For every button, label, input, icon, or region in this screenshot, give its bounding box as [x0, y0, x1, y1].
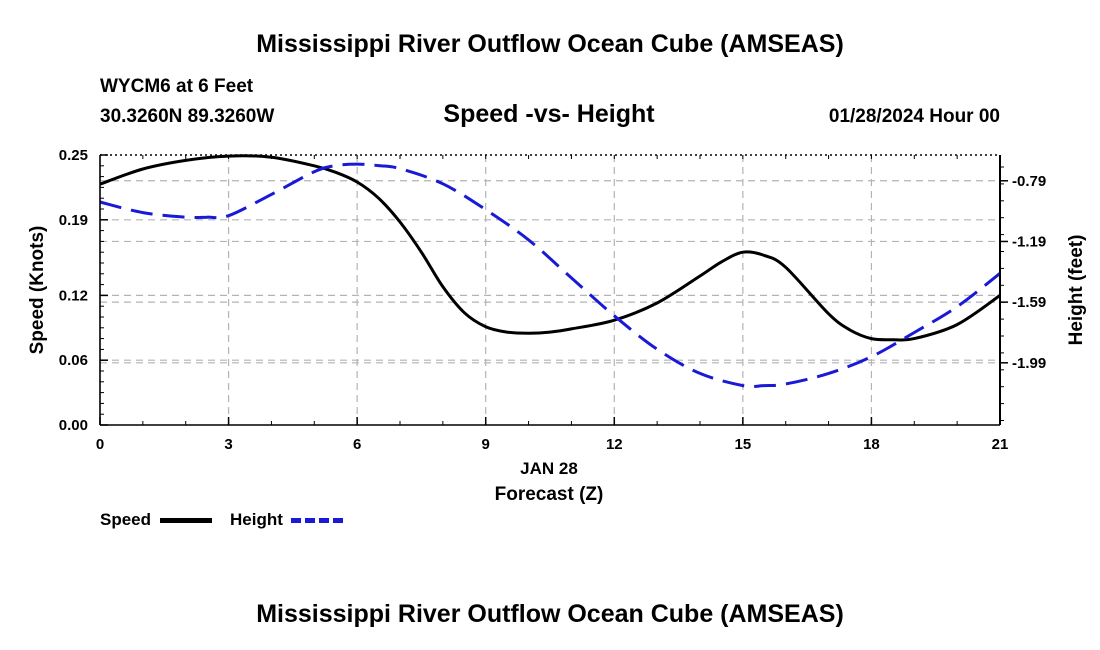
- x-tick-label: 0: [96, 436, 104, 453]
- x-date-label: JAN 28: [520, 459, 578, 478]
- x-tick-label: 12: [606, 436, 623, 453]
- y-tick-label: 0.00: [59, 417, 88, 434]
- series-line-height: [99, 162, 1001, 389]
- chart: 0 3 6 9 12 15 18 21 0.00 0.06 0.12 0.19 0.25 -0.79 -1.…: [27, 147, 1087, 505]
- station-coordinates: 30.3260N 89.3260W: [100, 106, 275, 127]
- station-name: WYCM6 at 6 Feet: [100, 76, 254, 97]
- forecast-datetime: 01/28/2024 Hour 00: [828, 106, 1000, 127]
- x-tick-label: 15: [735, 436, 752, 453]
- y2-axis-title: Height (feet): [1066, 235, 1087, 346]
- series-layer: [99, 154, 1001, 389]
- page-title-bottom: Mississippi River Outflow Ocean Cube (AM…: [256, 600, 844, 628]
- y2-tick-label: -1.99: [1012, 355, 1046, 372]
- y-tick-label: 0.12: [59, 287, 88, 304]
- x-tick-label: 18: [863, 436, 880, 453]
- y2-tick-label: -0.79: [1012, 173, 1046, 190]
- page-title: Mississippi River Outflow Ocean Cube (AM…: [256, 30, 844, 58]
- x-axis-title: Forecast (Z): [495, 484, 604, 505]
- axes: 0 3 6 9 12 15 18 21 0.00 0.06 0.12 0.19 0.25 -0.79 -1.…: [59, 147, 1046, 453]
- y2-tick-label: -1.59: [1012, 294, 1046, 311]
- series-line-speed: [99, 154, 1001, 342]
- x-tick-label: 6: [353, 436, 361, 453]
- legend-swatch-speed: [160, 518, 212, 523]
- y-axis-title: Speed (Knots): [27, 226, 48, 355]
- y-tick-label: 0.19: [59, 212, 88, 229]
- x-tick-label: 21: [992, 436, 1009, 453]
- grid: [100, 155, 1000, 425]
- x-tick-label: 9: [482, 436, 490, 453]
- y2-tick-label: -1.19: [1012, 233, 1046, 250]
- chart-subtitle: Speed -vs- Height: [443, 100, 655, 128]
- legend-swatch-height: [291, 518, 343, 523]
- legend-label-height: Height: [230, 510, 283, 529]
- y-tick-label: 0.06: [59, 352, 88, 369]
- x-tick-label: 3: [224, 436, 232, 453]
- y-tick-label: 0.25: [59, 147, 88, 164]
- legend-label-speed: Speed: [100, 510, 152, 529]
